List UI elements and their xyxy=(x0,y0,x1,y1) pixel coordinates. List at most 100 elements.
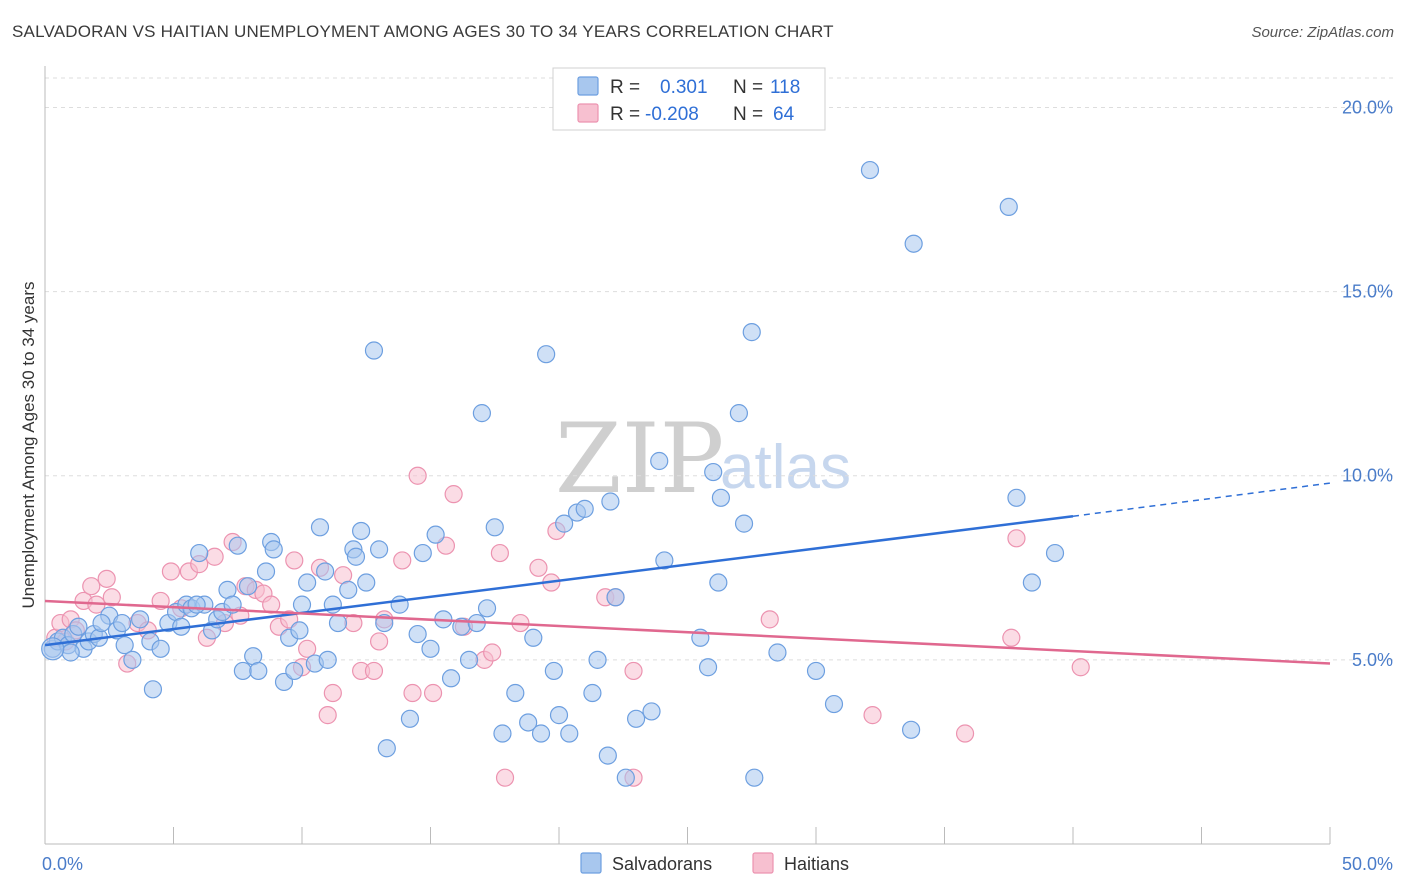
haitian-point xyxy=(82,577,101,596)
haitian-point xyxy=(483,643,502,662)
salvadoran-point xyxy=(400,709,420,728)
legend-swatch-blue xyxy=(577,76,599,96)
legend-r-label-1: R = xyxy=(610,77,640,98)
haitian-point xyxy=(393,551,412,570)
salvadoran-point xyxy=(238,577,258,596)
haitian-point xyxy=(403,683,422,703)
y-tick-label: 5.0% xyxy=(1352,650,1393,670)
watermark-atlas: atlas xyxy=(720,433,851,502)
salvadoran-point xyxy=(318,650,337,669)
salvadoran-point xyxy=(115,636,134,655)
salvadoran-point xyxy=(904,234,923,253)
chart-title: SALVADORAN VS HAITIAN UNEMPLOYMENT AMONG… xyxy=(12,22,834,41)
y-tick-label: 15.0% xyxy=(1342,282,1393,302)
salvadoran-point xyxy=(626,709,646,728)
salvadoran-point xyxy=(310,518,330,537)
salvadoran-point xyxy=(459,650,479,669)
salvadorans-trend-extension xyxy=(1072,482,1331,517)
haitian-point xyxy=(1071,658,1090,677)
axes xyxy=(44,66,1331,845)
haitians-points xyxy=(46,466,1090,787)
salvadoran-point xyxy=(537,345,556,364)
salvadoran-point xyxy=(506,683,525,703)
y-axis-label: Unemployment Among Ages 30 to 34 years xyxy=(19,282,38,609)
haitian-point xyxy=(495,768,515,787)
salvadoran-point xyxy=(61,643,80,662)
salvadoran-point xyxy=(745,768,764,787)
salvadoran-point xyxy=(493,724,512,743)
legend-r-value-2: -0.208 xyxy=(645,104,699,125)
salvadoran-point xyxy=(249,661,268,681)
salvadoran-point xyxy=(69,617,88,636)
salvadoran-point xyxy=(408,624,427,644)
haitian-point xyxy=(97,569,116,588)
salvadoran-point xyxy=(339,580,358,599)
salvadoran-point xyxy=(477,599,497,618)
salvadorans-trend-line xyxy=(44,515,1074,647)
salvadoran-point xyxy=(92,613,111,633)
legend-n-label-1: N = xyxy=(733,77,763,98)
salvadoran-point xyxy=(616,768,635,787)
salvadoran-point xyxy=(130,610,150,629)
haitian-point xyxy=(323,683,342,703)
salvadoran-point xyxy=(1007,488,1026,507)
salvadoran-point xyxy=(544,661,563,681)
haitian-point xyxy=(760,610,779,629)
salvadoran-point xyxy=(264,540,283,559)
haitian-point xyxy=(863,706,882,725)
salvadoran-point xyxy=(901,720,921,739)
haitian-point xyxy=(444,485,463,504)
salvadoran-point xyxy=(352,521,371,541)
salvadoran-point xyxy=(1022,573,1041,592)
trend-lines xyxy=(44,482,1331,665)
haitian-point xyxy=(624,661,643,681)
salvadoran-point xyxy=(316,562,335,581)
salvadoran-point xyxy=(290,621,309,640)
salvadoran-point xyxy=(190,543,209,563)
salvadoran-point xyxy=(187,595,206,614)
salvadoran-point xyxy=(704,462,723,482)
haitian-point xyxy=(285,551,304,570)
salvadoran-point xyxy=(377,739,396,758)
tick-labels: 5.0% 10.0% 15.0% 20.0% 0.0% 50.0% xyxy=(42,97,1393,874)
haitian-point xyxy=(161,562,181,581)
salvadoran-point xyxy=(143,680,163,699)
salvadoran-point xyxy=(41,637,65,661)
bottom-legend-salvadorans: Salvadorans xyxy=(612,854,712,874)
haitian-point xyxy=(490,543,509,563)
salvadoran-point xyxy=(555,514,574,533)
legend-n-value-2: 64 xyxy=(773,104,795,125)
salvadoran-point xyxy=(601,492,620,511)
watermark-zip: ZIP xyxy=(555,403,724,515)
legend-n-label-2: N = xyxy=(733,104,763,125)
salvadoran-point xyxy=(228,536,247,555)
haitian-point xyxy=(318,706,337,725)
salvadoran-point xyxy=(112,613,132,633)
haitian-point xyxy=(370,632,389,651)
salvadoran-point xyxy=(285,661,304,681)
salvadoran-point xyxy=(441,669,461,688)
haitian-point xyxy=(298,639,317,658)
salvadoran-point xyxy=(364,341,384,360)
salvadoran-point xyxy=(531,724,551,743)
haitian-point xyxy=(364,661,384,681)
salvadoran-point xyxy=(768,643,787,662)
salvadoran-point xyxy=(606,588,625,607)
salvadoran-point xyxy=(806,661,826,681)
salvadoran-point xyxy=(711,488,731,507)
salvadoran-point xyxy=(549,706,569,725)
haitian-point xyxy=(102,588,121,607)
salvadoran-point xyxy=(860,160,880,180)
y-tick-label: 10.0% xyxy=(1342,466,1393,486)
salvadoran-point xyxy=(256,562,276,581)
legend-r-label-2: R = xyxy=(610,104,640,125)
haitian-point xyxy=(1007,529,1026,548)
x-tick-label: 50.0% xyxy=(1342,854,1393,874)
haitian-point xyxy=(529,558,548,577)
haitian-point xyxy=(1002,628,1021,647)
legend-r-value-1: 0.301 xyxy=(660,77,708,98)
salvadoran-point xyxy=(524,628,543,647)
top-legend: R = 0.301 N = 118 R = -0.208 N = 64 xyxy=(552,67,826,131)
salvadoran-point xyxy=(292,595,312,614)
